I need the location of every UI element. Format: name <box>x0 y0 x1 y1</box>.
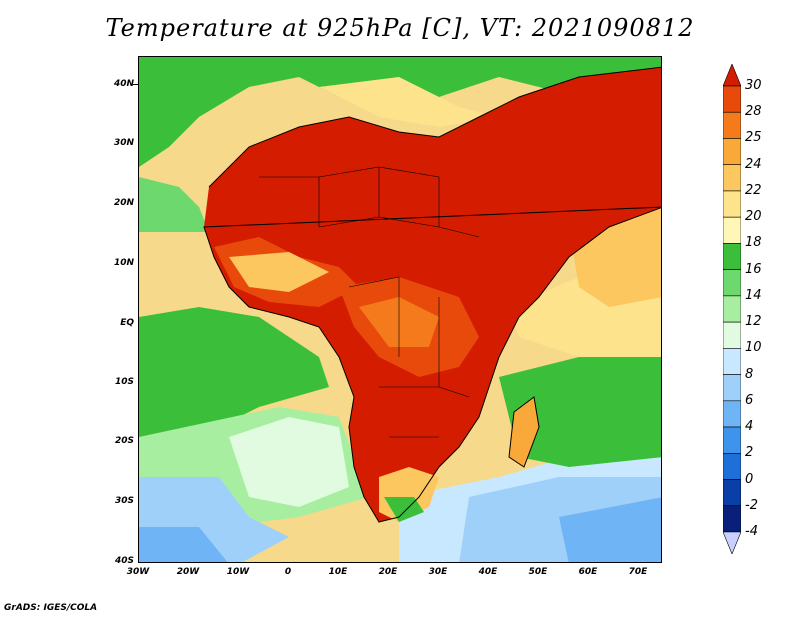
colorbar-box <box>723 243 741 270</box>
colorbar-level-label: 28 <box>745 104 762 120</box>
colorbar-top-triangle <box>723 64 741 87</box>
coastline <box>203 66 661 523</box>
colorbar-level-label: 22 <box>745 182 762 198</box>
colorbar-box <box>723 111 741 139</box>
lon-label-20w: 20W <box>176 567 200 577</box>
map-title: Temperature at 925hPa [C], VT: 202109081… <box>105 14 695 42</box>
lat-label-30n: 30N <box>113 138 134 148</box>
lon-label-60e: 60E <box>578 567 598 577</box>
colorbar-box <box>723 426 741 454</box>
borders <box>259 166 480 438</box>
lat-label-10n: 10N <box>113 258 134 268</box>
colorbar-box <box>723 479 741 507</box>
colorbar-level-label: 14 <box>745 287 762 303</box>
lon-label-70e: 70E <box>628 567 648 577</box>
colorbar-box <box>723 400 741 428</box>
south-indian-deepblue <box>559 497 661 562</box>
lat-label-eq: EQ <box>120 318 134 328</box>
colorbar-box <box>723 216 741 244</box>
lat-label-30s: 30S <box>114 496 134 506</box>
colorbar-level-label: 2 <box>745 445 754 461</box>
colorbar-level-label: 24 <box>745 156 762 172</box>
lon-label-30w: 30W <box>126 567 150 577</box>
colorbar-level-label: 8 <box>745 366 754 382</box>
lon-label-0: 0 <box>284 567 292 577</box>
south-atlantic-green <box>139 307 329 437</box>
colorbar-box <box>723 505 741 533</box>
lon-label-10w: 10W <box>226 567 250 577</box>
colorbar-box <box>723 138 741 166</box>
colorbar-level-label: 16 <box>745 261 762 277</box>
lat-label-40n: 40N <box>113 79 134 89</box>
mediterranean-zone <box>319 77 499 127</box>
colorbar <box>723 64 741 554</box>
colorbar-box <box>723 190 741 218</box>
colorbar-level-label: 4 <box>745 419 754 435</box>
lon-label-20e: 20E <box>378 567 398 577</box>
colorbar-box <box>723 321 741 349</box>
colorbar-box <box>723 374 741 402</box>
colorbar-level-label: -2 <box>745 497 758 513</box>
colorbar-box <box>723 85 741 113</box>
colorbar-bottom-triangle <box>723 531 741 554</box>
lat-label-40s: 40S <box>114 556 134 566</box>
madagascar-outline <box>508 396 540 468</box>
west-africa-yellow <box>229 252 329 292</box>
south-atlantic-deepblue <box>139 527 228 562</box>
south-atlantic-pale <box>229 417 349 507</box>
colorbar-level-label: 10 <box>745 340 762 356</box>
north-green-zone <box>139 57 661 167</box>
madagascar-zone <box>509 397 539 467</box>
colorbar-box <box>723 269 741 297</box>
colorbar-level-label: 20 <box>745 209 762 225</box>
credit-text: GrADS: IGES/COLA <box>4 603 98 613</box>
atlantic-green <box>139 177 209 232</box>
lat-label-10s: 10S <box>114 377 134 387</box>
colorbar-level-label: -4 <box>745 524 758 539</box>
colorbar-level-label: 30 <box>745 78 762 93</box>
lat-label-20n: 20N <box>113 198 134 208</box>
colorbar-level-label: 25 <box>745 130 762 146</box>
temperature-field <box>139 57 661 562</box>
lat-label-20s: 20S <box>114 436 134 446</box>
lon-label-30e: 30E <box>428 567 448 577</box>
colorbar-box <box>723 295 741 323</box>
colorbar-level-label: 0 <box>745 471 754 487</box>
lon-label-50e: 50E <box>528 567 548 577</box>
colorbar-box <box>723 452 741 480</box>
cape-green <box>384 497 424 522</box>
tick-40n <box>133 84 138 85</box>
colorbar-box <box>723 348 741 375</box>
temperature-map <box>138 56 662 563</box>
lon-label-10e: 10E <box>328 567 348 577</box>
indian-green <box>499 357 661 467</box>
lon-label-40e: 40E <box>478 567 498 577</box>
colorbar-level-label: 12 <box>745 314 762 330</box>
colorbar-level-label: 18 <box>745 235 762 251</box>
colorbar-level-label: 6 <box>745 392 754 408</box>
colorbar-box <box>723 164 741 192</box>
